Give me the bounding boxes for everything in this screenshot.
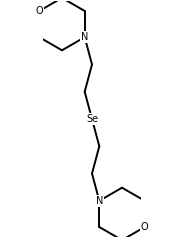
Text: O: O bbox=[36, 6, 43, 16]
Text: O: O bbox=[141, 222, 148, 232]
Text: Se: Se bbox=[86, 114, 98, 124]
Text: N: N bbox=[96, 196, 103, 206]
Text: N: N bbox=[81, 32, 88, 42]
